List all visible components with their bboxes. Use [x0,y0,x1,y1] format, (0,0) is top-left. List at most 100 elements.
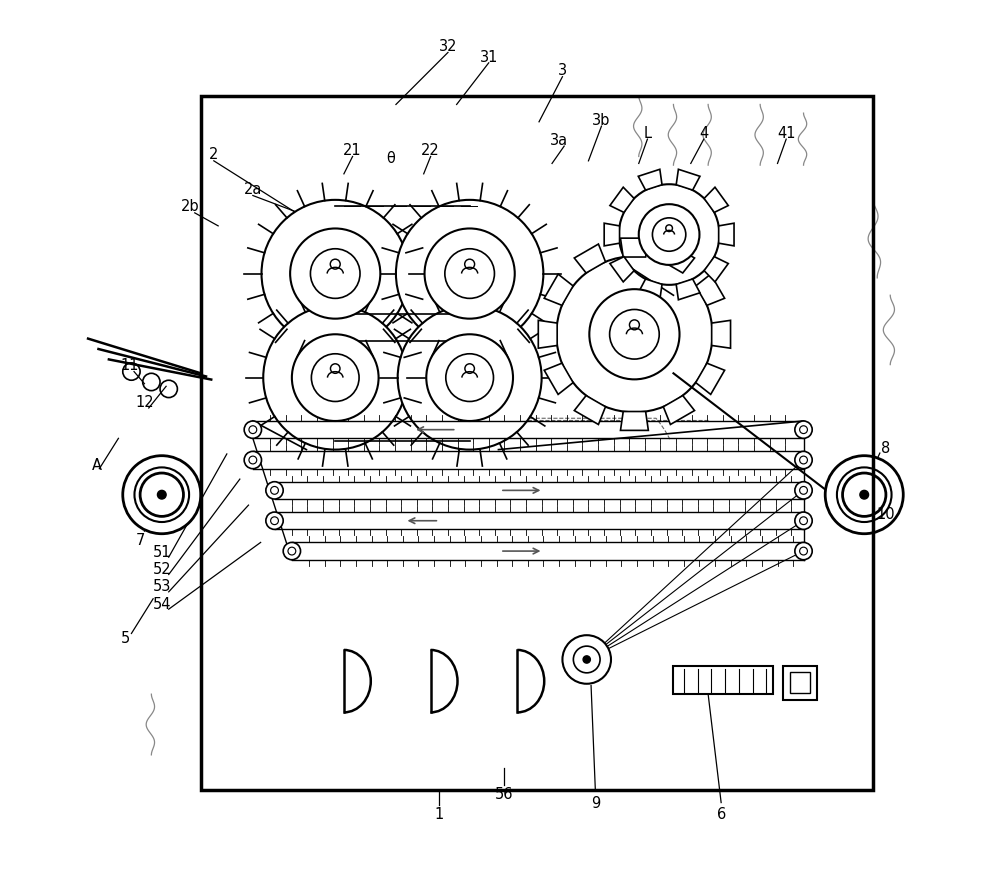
Circle shape [800,427,807,434]
Text: 2: 2 [209,147,219,163]
Polygon shape [538,321,557,348]
Circle shape [619,185,719,286]
Text: 10: 10 [877,507,895,521]
Text: 3: 3 [558,63,567,78]
Circle shape [445,249,494,299]
Text: 5: 5 [121,631,130,646]
Circle shape [795,452,812,469]
Circle shape [562,635,611,684]
Circle shape [266,513,283,530]
Text: 1: 1 [435,806,444,821]
Circle shape [795,543,812,561]
Circle shape [795,513,812,530]
Text: 4: 4 [699,125,708,141]
Polygon shape [638,170,662,191]
Polygon shape [676,170,700,191]
Circle shape [825,456,903,534]
Polygon shape [544,364,573,395]
Circle shape [425,229,515,319]
Bar [201,96,873,790]
Circle shape [573,647,600,673]
Text: 2b: 2b [181,199,200,214]
Text: L: L [643,125,651,141]
Polygon shape [604,224,620,247]
Circle shape [589,290,680,380]
Text: 21: 21 [343,143,362,158]
Polygon shape [704,188,728,213]
Polygon shape [663,245,695,274]
Circle shape [843,474,886,517]
Circle shape [157,491,166,500]
Text: 11: 11 [120,358,139,373]
Circle shape [398,306,542,450]
Text: A: A [92,457,102,473]
Text: 41: 41 [777,125,795,141]
Circle shape [244,421,262,439]
Polygon shape [574,245,605,274]
Polygon shape [610,257,634,282]
Polygon shape [620,239,648,258]
Bar [673,667,773,694]
Polygon shape [696,364,725,395]
Circle shape [266,482,283,500]
Circle shape [446,355,493,402]
Text: 3a: 3a [550,132,568,148]
Text: 3b: 3b [592,113,611,128]
Text: 2a: 2a [244,182,262,197]
Text: 56: 56 [495,786,514,801]
Text: 51: 51 [153,544,171,559]
Circle shape [610,310,659,360]
Polygon shape [620,412,648,431]
Circle shape [249,456,257,464]
Polygon shape [676,280,700,301]
Polygon shape [544,275,573,306]
Polygon shape [704,257,728,282]
Circle shape [795,482,812,500]
Circle shape [426,335,513,421]
Circle shape [311,355,359,402]
Circle shape [288,547,296,555]
Polygon shape [610,188,634,213]
Text: 32: 32 [439,39,457,54]
Text: 52: 52 [152,561,171,576]
Bar [790,673,810,693]
Circle shape [263,306,407,450]
Text: 31: 31 [480,50,498,65]
Circle shape [262,201,409,348]
Circle shape [800,547,807,555]
Circle shape [271,517,278,525]
Circle shape [860,491,869,500]
Text: 22: 22 [421,143,440,158]
Circle shape [244,452,262,469]
Text: 6: 6 [717,806,726,821]
Circle shape [800,456,807,464]
Circle shape [800,487,807,494]
Circle shape [396,201,543,348]
Circle shape [795,421,812,439]
Circle shape [290,229,380,319]
Circle shape [583,656,590,663]
Text: 12: 12 [135,395,154,409]
Text: 53: 53 [153,579,171,594]
Text: 9: 9 [591,795,600,810]
Text: 7: 7 [135,533,145,547]
Text: 54: 54 [153,596,171,611]
Polygon shape [696,275,725,306]
Text: 8: 8 [881,440,891,455]
Polygon shape [638,280,662,301]
Circle shape [283,543,301,561]
Circle shape [271,487,278,494]
Circle shape [249,427,257,434]
Circle shape [639,205,699,266]
Polygon shape [719,224,734,247]
Text: θ: θ [386,150,395,166]
Bar [783,666,817,700]
Circle shape [292,335,379,421]
Circle shape [800,517,807,525]
Circle shape [556,257,712,413]
Circle shape [310,249,360,299]
Circle shape [123,456,201,534]
Polygon shape [712,321,731,348]
Polygon shape [574,396,605,425]
Polygon shape [663,396,695,425]
